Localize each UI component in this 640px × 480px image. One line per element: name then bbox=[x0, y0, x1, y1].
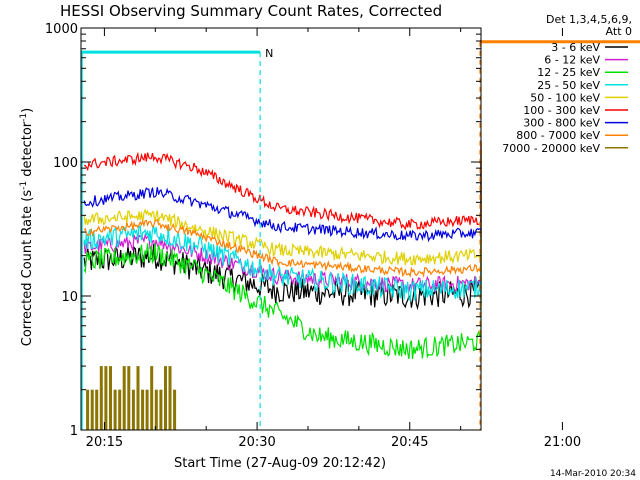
high-energy-bar bbox=[109, 366, 112, 430]
high-energy-bar bbox=[150, 366, 154, 430]
high-energy-bar bbox=[113, 389, 117, 430]
high-energy-bar bbox=[159, 389, 163, 430]
y-tick-label: 1000 bbox=[45, 22, 78, 37]
plot-area: NS20:1520:3020:4521:0021:1521:3021:45110… bbox=[45, 22, 640, 450]
high-energy-bar bbox=[122, 366, 126, 430]
high-energy-bar bbox=[90, 389, 94, 430]
legend-header-line2: Att 0 bbox=[606, 25, 632, 38]
legend-label-0: 3 - 6 keV bbox=[551, 41, 600, 54]
high-energy-bar bbox=[145, 389, 149, 430]
y-tick-label: 1 bbox=[70, 424, 78, 439]
y-axis-title-sup2: -1 bbox=[19, 113, 29, 122]
x-tick-label: 20:30 bbox=[238, 435, 275, 450]
high-energy-bar bbox=[118, 389, 122, 430]
y-tick-label: 10 bbox=[61, 290, 78, 305]
high-energy-bar bbox=[95, 389, 99, 430]
legend-label-7: 800 - 7000 keV bbox=[516, 129, 600, 142]
legend-label-8: 7000 - 20000 keV bbox=[502, 142, 600, 155]
high-energy-bar bbox=[141, 389, 145, 430]
legend-label-5: 100 - 300 keV bbox=[523, 104, 600, 117]
y-tick-label: 100 bbox=[53, 156, 78, 171]
high-energy-bar bbox=[99, 366, 103, 430]
y-axis-title-mid: detector bbox=[20, 121, 35, 181]
y-axis-title: Corrected Count Rate (s-1 detector-1) bbox=[19, 108, 35, 346]
high-energy-bar bbox=[164, 366, 167, 430]
plot-frame bbox=[80, 27, 482, 431]
legend-label-2: 12 - 25 keV bbox=[537, 66, 600, 79]
x-tick-label: 21:00 bbox=[544, 435, 581, 450]
x-tick-label: 20:15 bbox=[86, 435, 123, 450]
y-axis-title-end: ) bbox=[20, 108, 35, 113]
series-line-4 bbox=[83, 146, 482, 266]
y-axis-title-sup1: -1 bbox=[19, 181, 29, 190]
high-energy-bar bbox=[173, 389, 177, 430]
high-energy-bar bbox=[168, 366, 172, 430]
legend-label-3: 25 - 50 keV bbox=[537, 79, 600, 92]
legend-label-1: 6 - 12 keV bbox=[544, 54, 600, 67]
high-energy-bar bbox=[86, 389, 90, 430]
high-energy-bar bbox=[131, 389, 135, 430]
legend-label-6: 300 - 800 keV bbox=[523, 117, 600, 130]
high-energy-bar bbox=[104, 366, 108, 430]
x-tick-label: 20:45 bbox=[391, 435, 428, 450]
high-energy-bar bbox=[127, 366, 131, 430]
svg-text:Corrected Count Rate (s-1 dete: Corrected Count Rate (s-1 detector-1) bbox=[19, 108, 35, 346]
annotation-label-0: N bbox=[265, 47, 273, 60]
legend-label-4: 50 - 100 keV bbox=[530, 91, 600, 104]
chart-title: HESSI Observing Summary Count Rates, Cor… bbox=[60, 2, 442, 20]
high-energy-bar bbox=[136, 366, 140, 430]
high-energy-bar bbox=[154, 389, 158, 430]
footnote-date: 14-Mar-2010 20:34 bbox=[550, 469, 636, 479]
y-axis-title-main: Corrected Count Rate (s bbox=[20, 190, 35, 347]
legend-header: Det 1,3,4,5,6,9, bbox=[546, 13, 632, 26]
x-axis-title: Start Time (27-Aug-09 20:12:42) bbox=[174, 456, 386, 471]
